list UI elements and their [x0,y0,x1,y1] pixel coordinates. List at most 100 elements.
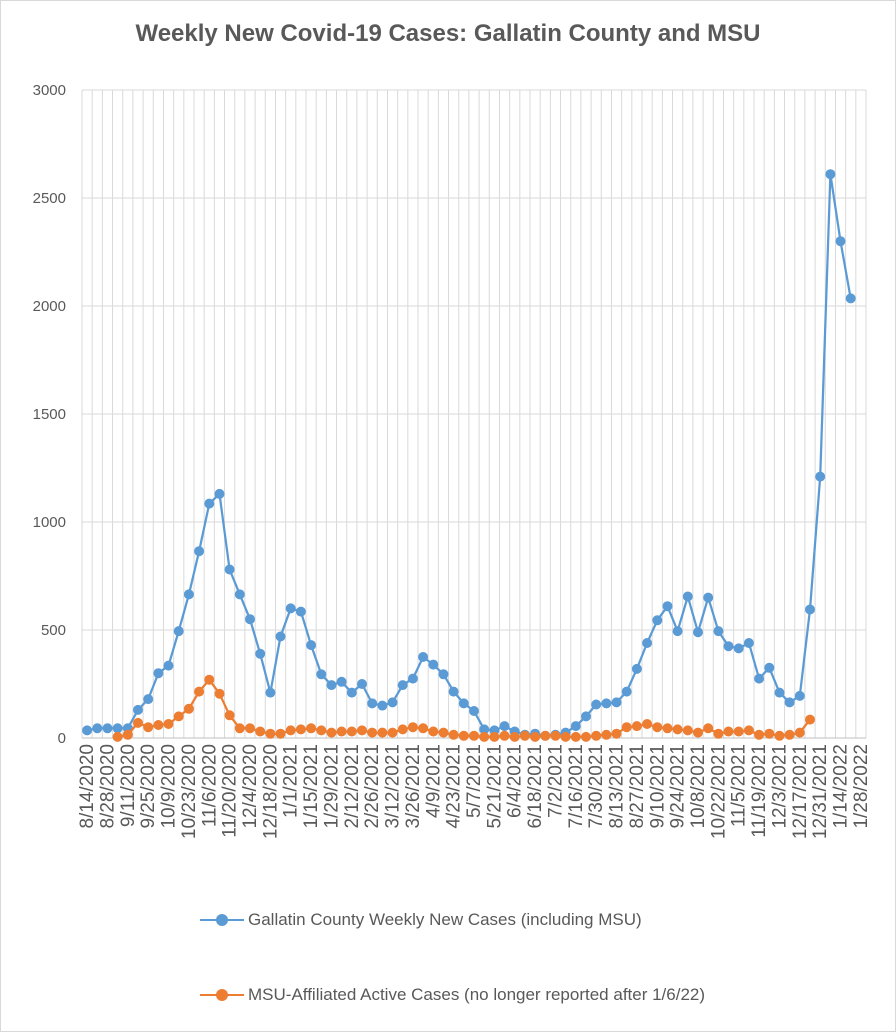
data-point-1 [265,728,276,739]
y-tick-label: 3000 [33,82,66,99]
data-point-1 [774,730,785,741]
data-point-1 [682,725,693,736]
y-tick-label: 0 [58,730,66,747]
y-tick-label: 2500 [33,190,66,207]
data-point-0 [224,564,235,575]
data-point-1 [285,725,296,736]
data-point-0 [458,698,469,709]
data-point-1 [499,730,510,741]
data-point-1 [713,728,724,739]
x-tick-label: 1/15/2021 [301,744,322,829]
data-point-0 [479,724,490,735]
legend-swatch-gallatin [200,913,244,927]
data-point-0 [815,471,826,482]
x-tick-label: 5/21/2021 [484,744,505,829]
x-tick-label: 9/25/2020 [138,744,159,829]
data-point-1 [133,717,143,728]
data-point-1 [428,726,439,737]
data-point-0 [805,604,815,615]
x-tick-label: 1/28/2022 [851,744,872,829]
data-point-0 [672,626,683,637]
data-point-0 [703,592,714,603]
x-tick-label: 11/6/2020 [199,744,220,827]
data-point-0 [621,686,632,697]
data-point-1 [530,731,541,742]
data-point-0 [133,704,143,715]
data-point-1 [397,724,408,735]
x-tick-label: 6/18/2021 [525,744,546,829]
data-point-0 [102,723,113,734]
y-tick-label: 1500 [33,406,66,423]
data-point-1 [387,727,398,738]
data-point-1 [540,730,551,741]
data-point-0 [652,615,663,626]
data-point-0 [448,686,459,697]
data-point-0 [591,699,602,710]
data-point-0 [570,721,581,732]
data-point-1 [509,731,520,742]
data-point-0 [285,603,296,614]
data-point-0 [743,638,754,648]
data-point-0 [92,723,103,734]
data-point-1 [357,725,367,736]
data-point-1 [519,730,530,741]
x-tick-label: 1/14/2022 [831,744,852,829]
x-tick-label: 7/2/2021 [545,744,566,818]
y-tick-label: 1000 [33,514,66,531]
data-point-1 [407,722,418,733]
data-point-1 [153,720,164,730]
data-point-0 [723,641,734,652]
data-point-0 [469,706,479,716]
data-point-1 [652,722,663,733]
data-point-0 [82,725,93,736]
data-point-1 [611,728,622,739]
data-point-1 [295,724,306,735]
data-point-1 [805,714,815,725]
data-point-0 [183,589,194,600]
data-point-1 [143,722,154,733]
data-point-0 [397,680,408,691]
x-tick-label: 4/23/2021 [444,744,465,829]
x-tick-label: 3/12/2021 [383,744,404,829]
data-point-0 [143,694,154,705]
data-point-0 [438,669,449,680]
data-point-1 [173,711,184,722]
x-tick-label: 6/4/2021 [505,744,526,818]
data-point-0 [234,589,245,600]
data-point-0 [428,659,439,670]
data-point-0 [112,723,123,734]
x-tick-label: 10/23/2020 [179,744,200,839]
data-point-0 [275,631,286,642]
data-point-1 [214,688,225,699]
data-point-0 [295,606,306,617]
data-point-0 [377,700,388,711]
data-point-1 [418,723,429,734]
data-point-1 [672,724,683,735]
data-point-0 [662,601,673,612]
data-point-0 [163,660,174,671]
data-point-0 [367,698,378,709]
data-point-0 [194,546,205,557]
data-point-0 [631,663,642,674]
data-point-1 [204,674,215,685]
data-point-0 [764,662,775,673]
data-point-0 [387,697,398,708]
x-tick-label: 12/18/2020 [260,744,281,839]
data-point-1 [764,728,775,739]
data-point-0 [835,236,846,247]
chart-title: Weekly New Covid-19 Cases: Gallatin Coun… [135,20,761,47]
data-point-0 [407,673,418,684]
data-point-1 [693,727,703,738]
data-point-1 [662,723,673,734]
legend-label-msu: MSU-Affiliated Active Cases (no longer r… [248,985,706,1004]
data-point-0 [418,652,429,662]
data-point-1 [601,729,612,740]
legend-swatch-msu [200,988,244,1002]
data-point-1 [581,731,591,742]
data-point-1 [194,686,205,697]
data-point-1 [326,727,337,738]
x-tick-label: 8/14/2020 [77,744,98,829]
data-point-0 [733,643,744,654]
data-point-0 [642,638,653,648]
x-tick-label: 9/11/2020 [118,744,139,827]
